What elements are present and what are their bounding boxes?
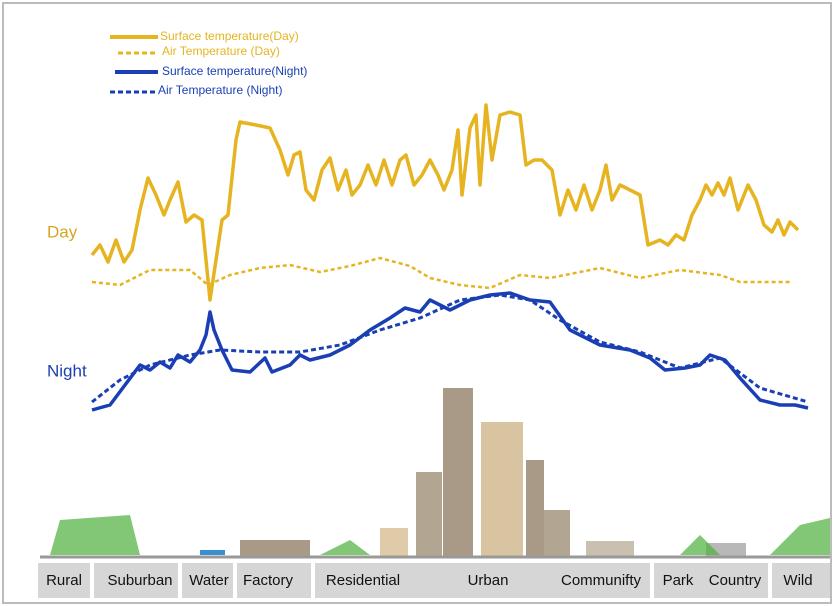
building bbox=[586, 541, 634, 557]
building bbox=[544, 510, 570, 557]
building bbox=[443, 388, 473, 557]
zone-label: Country bbox=[709, 572, 762, 589]
legend-label: Surface temperature(Night) bbox=[162, 64, 307, 78]
zone-label: Factory bbox=[243, 572, 294, 589]
building bbox=[481, 422, 523, 557]
legend-label: Surface temperature(Day) bbox=[160, 29, 299, 43]
building bbox=[526, 460, 544, 557]
zone-label: Wild bbox=[783, 572, 812, 589]
zone-bar: Rural Suburban Water Factory Residential… bbox=[38, 563, 830, 598]
curves bbox=[90, 103, 809, 412]
vegetation bbox=[50, 515, 830, 555]
night-label: Night bbox=[47, 361, 87, 380]
night-air-curve bbox=[91, 293, 809, 404]
zone-label: Residential bbox=[326, 572, 400, 589]
zone-dividers bbox=[90, 563, 772, 598]
building bbox=[416, 472, 442, 557]
zone-label: Park bbox=[663, 572, 694, 589]
legend: Surface temperature(Day) Air Temperature… bbox=[110, 29, 307, 97]
zone-label: Urban bbox=[468, 572, 509, 589]
day-label: Day bbox=[47, 222, 78, 241]
zone-label: Suburban bbox=[107, 572, 172, 589]
cityscape bbox=[40, 388, 830, 559]
legend-label: Air Temperature (Day) bbox=[162, 44, 280, 58]
water bbox=[200, 550, 225, 555]
legend-label: Air Temperature (Night) bbox=[158, 83, 283, 97]
zone-label: Water bbox=[189, 572, 228, 589]
zone-label: Communifty bbox=[561, 572, 642, 589]
zone-bar-bg bbox=[38, 563, 830, 598]
building bbox=[380, 528, 408, 557]
day-surface-curve bbox=[90, 103, 800, 302]
factory bbox=[240, 540, 310, 557]
zone-label: Rural bbox=[46, 572, 82, 589]
